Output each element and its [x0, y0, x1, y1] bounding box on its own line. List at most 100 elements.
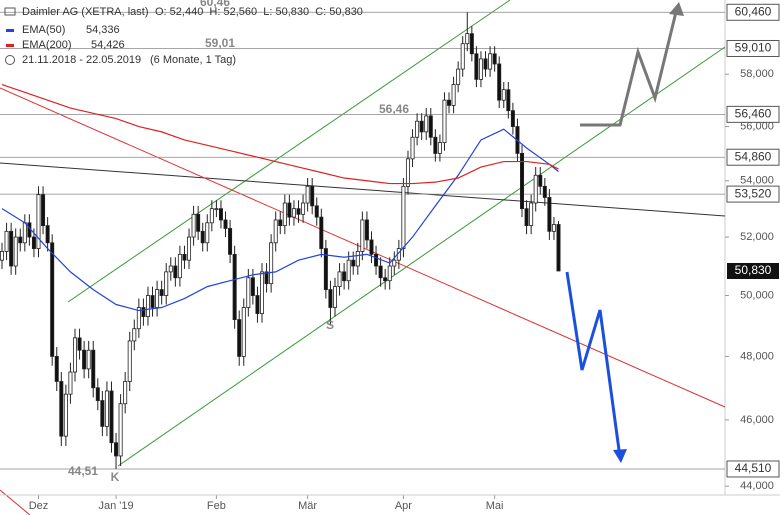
candle-body — [282, 202, 287, 227]
level-box — [726, 185, 780, 203]
candle-body — [374, 253, 379, 267]
level-label: 60,460 — [735, 4, 772, 18]
legend: Daimler AG (XETRA, last) O: 52,440 H: 52… — [4, 6, 363, 66]
candle-body — [41, 194, 46, 227]
candle-body — [18, 236, 23, 244]
candle-body — [447, 99, 452, 106]
candle-body — [369, 239, 374, 255]
candle-body — [474, 53, 479, 80]
candle-body — [460, 43, 465, 70]
candle-body — [278, 219, 283, 227]
annotation: 60,46 — [200, 0, 230, 9]
candle-body — [168, 265, 173, 273]
icon — [4, 7, 16, 16]
candle-body — [328, 289, 333, 308]
candle-body — [296, 208, 301, 215]
annotation: 56,46 — [379, 102, 409, 116]
y-tick-label: 56,000 — [740, 120, 774, 132]
arrow-head — [669, 2, 684, 16]
candle-body — [387, 265, 392, 282]
candle-body — [351, 259, 356, 267]
candle-body — [314, 205, 319, 218]
ema-line — [1, 128, 559, 312]
icon — [5, 55, 15, 65]
last-price-box — [727, 262, 779, 279]
x-tick-label: Apr — [395, 500, 412, 512]
candle-body — [346, 259, 351, 282]
candle-body — [287, 202, 292, 218]
candle-body — [428, 115, 433, 138]
level-box — [726, 105, 780, 123]
candle-body — [132, 328, 137, 342]
annotation: 59,01 — [205, 36, 235, 50]
candle-body — [155, 289, 160, 308]
channel-line — [117, 46, 726, 467]
legend-swatch — [6, 29, 14, 32]
level-label: 53,520 — [735, 186, 772, 200]
candle-body — [323, 248, 328, 290]
candle-body — [506, 89, 511, 112]
legend-label: EMA(200) — [22, 39, 72, 51]
candle-body — [501, 89, 506, 101]
candle-body — [200, 230, 205, 244]
candle-body — [114, 442, 119, 457]
candle-body — [223, 219, 228, 229]
arrow-head — [613, 449, 627, 463]
candle-body — [187, 236, 192, 261]
y-tick-label: 46,000 — [740, 414, 774, 426]
candle-body — [31, 236, 36, 249]
candle-body — [465, 33, 470, 45]
candle-body — [72, 337, 77, 373]
candle-body — [241, 307, 246, 357]
level-label: 59,010 — [735, 41, 772, 55]
candle-body — [392, 259, 397, 267]
annotation: S — [326, 318, 334, 332]
candle-body — [364, 219, 369, 241]
candle-body — [510, 110, 515, 127]
candle-body — [547, 197, 552, 232]
legend-value: 54,426 — [91, 39, 125, 51]
annotation: 44,51 — [68, 464, 98, 478]
candle-body — [164, 271, 169, 296]
candle-body — [488, 53, 493, 70]
level-box — [726, 39, 780, 57]
candle-body — [538, 174, 543, 187]
candle-body — [9, 230, 14, 267]
channel-line — [67, 0, 511, 303]
candle-body — [218, 208, 223, 221]
candle-body — [301, 202, 306, 215]
candle-body — [214, 208, 219, 211]
candle-body — [337, 271, 342, 288]
x-tick-label: Feb — [207, 500, 226, 512]
level-label: 44,510 — [735, 461, 772, 475]
candle-body — [159, 289, 164, 296]
candle-body — [54, 356, 59, 382]
legend-value: 54,336 — [86, 24, 120, 36]
candle-body — [264, 271, 269, 285]
candle-body — [109, 390, 114, 444]
candle-body — [437, 142, 442, 154]
candle-body — [4, 230, 9, 252]
candle-body — [310, 185, 315, 207]
trend-line — [0, 162, 726, 217]
candle-body — [45, 225, 50, 244]
candle-body — [433, 136, 438, 154]
candle-body — [410, 136, 415, 160]
y-tick-label: 52,000 — [740, 231, 774, 243]
scenario-arrows — [565, 2, 684, 463]
level-box — [726, 148, 780, 166]
candle-body — [100, 400, 105, 427]
candle-body — [551, 224, 556, 232]
candle-body — [104, 390, 109, 427]
x-tick-label: Jan '19 — [98, 500, 133, 512]
y-tick-label: 50,000 — [740, 289, 774, 301]
bull-arrow — [580, 11, 678, 127]
candle-body — [456, 68, 461, 85]
candle-body — [77, 337, 82, 351]
candle-body — [145, 295, 150, 317]
candle-body — [469, 33, 474, 55]
candle-body — [383, 277, 388, 282]
level-label: 56,460 — [735, 107, 772, 121]
candle-body — [205, 222, 210, 244]
candle-body — [478, 58, 483, 80]
